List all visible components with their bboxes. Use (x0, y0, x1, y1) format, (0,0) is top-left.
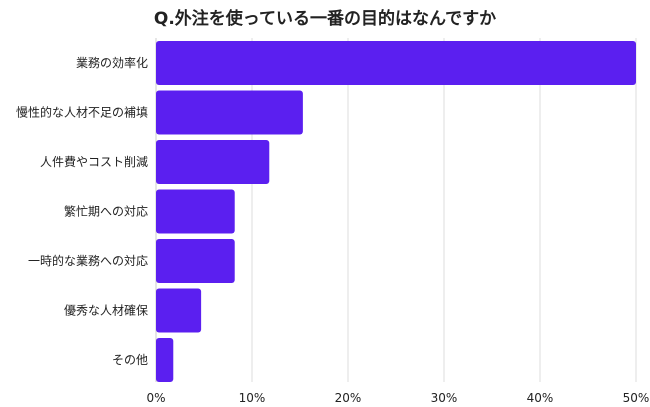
category-label: 優秀な人材確保 (64, 303, 148, 318)
bar (156, 189, 235, 234)
bar (156, 140, 270, 184)
category-label: 人件費やコスト削減 (40, 154, 148, 169)
bar (156, 338, 174, 382)
bar (156, 239, 235, 283)
bar (156, 41, 636, 85)
chart-title: Q.外注を使っている一番の目的はなんですか (153, 9, 497, 29)
x-tick-label: 50% (623, 391, 650, 405)
bar (156, 90, 303, 135)
category-labels: 業務の効率化慢性的な人材不足の補填人件費やコスト削減繁忙期への対応一時的な業務へ… (16, 55, 148, 367)
category-label: その他 (112, 353, 148, 367)
x-axis-ticks: 0% 10% 20% 30% 40% 50% (146, 391, 649, 405)
x-tick-label: 30% (431, 391, 458, 405)
category-label: 慢性的な人材不足の補填 (16, 105, 148, 120)
category-label: 業務の効率化 (76, 55, 148, 70)
x-tick-label: 40% (527, 391, 554, 405)
x-tick-label: 10% (239, 391, 266, 405)
x-tick-label: 20% (335, 391, 362, 405)
category-label: 繁忙期への対応 (64, 204, 148, 219)
category-label: 一時的な業務への対応 (28, 253, 148, 268)
bar (156, 288, 202, 333)
x-tick-label: 0% (146, 391, 165, 405)
bars (156, 41, 636, 382)
